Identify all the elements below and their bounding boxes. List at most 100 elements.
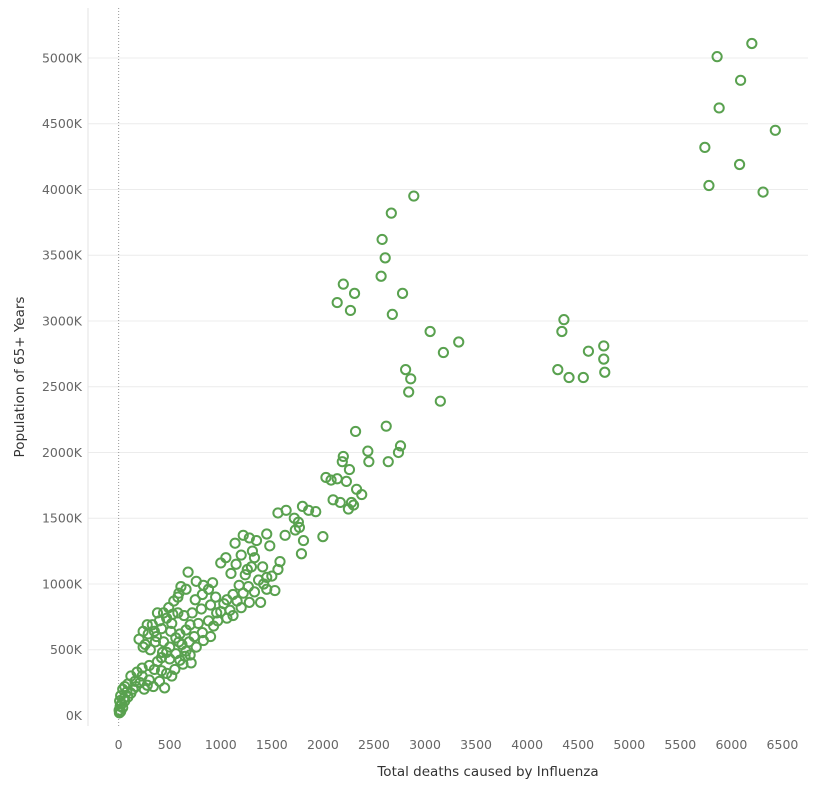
scatter-point — [599, 366, 611, 378]
scatter-point — [127, 683, 139, 695]
scatter-point — [264, 540, 276, 552]
scatter-point — [400, 364, 412, 376]
scatter-point — [237, 529, 249, 541]
scatter-point — [386, 308, 398, 320]
scatter-point — [148, 663, 160, 676]
scatter-point — [212, 615, 224, 627]
scatter-point — [405, 373, 417, 385]
scatter-point — [424, 325, 436, 338]
scatter-point — [345, 496, 358, 509]
scatter-point — [248, 586, 261, 598]
scatter-point — [317, 531, 329, 543]
y-tick-label: 2000K — [42, 445, 83, 460]
scatter-point — [734, 74, 747, 86]
scatter-point — [243, 532, 255, 544]
scatter-point — [150, 630, 163, 643]
axes: 0K 500K 1000K 1500K 2000K 2500K 3000K 3500K 4000… — [42, 8, 798, 752]
scatter-point — [196, 588, 208, 601]
scatter-point — [279, 529, 291, 541]
scatter-point — [246, 545, 259, 557]
x-tick-label: 3500 — [460, 737, 492, 752]
scatter-point — [211, 607, 223, 619]
scatter-point — [356, 488, 368, 501]
scatter-point — [269, 584, 281, 597]
scatter-point — [266, 570, 278, 582]
scatter-point — [331, 296, 343, 309]
scatter-point — [302, 504, 315, 516]
x-tick-label: 2000 — [307, 737, 339, 752]
y-tick-label: 500K — [50, 642, 83, 657]
scatter-point — [173, 636, 185, 648]
y-tick-label: 3500K — [42, 248, 83, 263]
scatter-point — [331, 473, 343, 485]
scatter-point — [348, 287, 361, 299]
scatter-point — [261, 528, 273, 540]
scatter-point — [558, 314, 570, 326]
scatter-point — [113, 707, 126, 719]
scatter-point — [582, 345, 595, 357]
x-tick-label: 4000 — [511, 737, 543, 752]
scatter-point — [434, 395, 446, 407]
scatter-point — [204, 630, 217, 643]
scatter-point — [343, 463, 356, 476]
scatter-point — [337, 278, 349, 290]
scatter-point — [577, 371, 589, 384]
scatter-point — [325, 474, 337, 486]
x-tick-label: 0 — [115, 737, 123, 752]
y-tick-label: 4500K — [42, 116, 83, 131]
scatter-point — [711, 51, 723, 63]
scatter-point — [182, 566, 194, 578]
scatter-point — [257, 561, 269, 573]
scatter-point — [241, 563, 253, 576]
scatter-point — [225, 567, 237, 580]
scatter-point — [769, 124, 781, 136]
scatter-point — [746, 37, 758, 50]
scatter-point — [340, 475, 352, 488]
x-tick-label: 2500 — [358, 737, 390, 752]
scatter-point — [235, 602, 247, 614]
scatter-point — [713, 102, 725, 114]
x-tick-label: 5500 — [664, 737, 696, 752]
scatter-point — [148, 625, 160, 637]
scatter-point — [376, 233, 388, 246]
scatter-point — [310, 506, 322, 518]
y-tick-label: 2500K — [42, 379, 83, 394]
scatter-point — [229, 537, 241, 549]
scatter-point — [122, 691, 134, 703]
scatter-point — [336, 456, 348, 468]
scatter-point — [144, 644, 156, 656]
scatter-point — [437, 346, 450, 359]
scatter-point — [327, 494, 339, 506]
data-points — [113, 37, 781, 719]
x-tick-label: 6000 — [715, 737, 747, 752]
scatter-point — [138, 683, 150, 695]
scatter-point — [239, 569, 251, 581]
scatter-point — [375, 270, 387, 282]
scatter-point — [204, 599, 217, 611]
x-tick-label: 500 — [158, 737, 182, 752]
scatter-point — [552, 364, 564, 376]
scatter-point — [165, 625, 177, 637]
scatter-point — [349, 425, 362, 438]
scatter-point — [379, 252, 391, 264]
scatter-point — [385, 207, 397, 219]
scatter-point — [210, 591, 222, 603]
scatter-point — [703, 179, 715, 192]
scatter-point — [133, 633, 145, 645]
scatter-point — [180, 645, 192, 657]
x-tick-label: 3000 — [409, 737, 441, 752]
scatter-point — [172, 607, 184, 619]
scatter-point — [394, 440, 407, 452]
scatter-point — [598, 353, 610, 365]
scatter-point — [254, 596, 267, 608]
scatter-point — [185, 657, 197, 669]
scatter-point — [230, 558, 242, 570]
scatter-point — [243, 596, 255, 608]
y-tick-label: 1000K — [42, 576, 83, 591]
scatter-point — [190, 641, 202, 653]
scatter-point — [757, 186, 769, 198]
scatter-point — [556, 325, 568, 338]
scatter-point — [363, 456, 375, 468]
x-tick-label: 6500 — [767, 737, 799, 752]
